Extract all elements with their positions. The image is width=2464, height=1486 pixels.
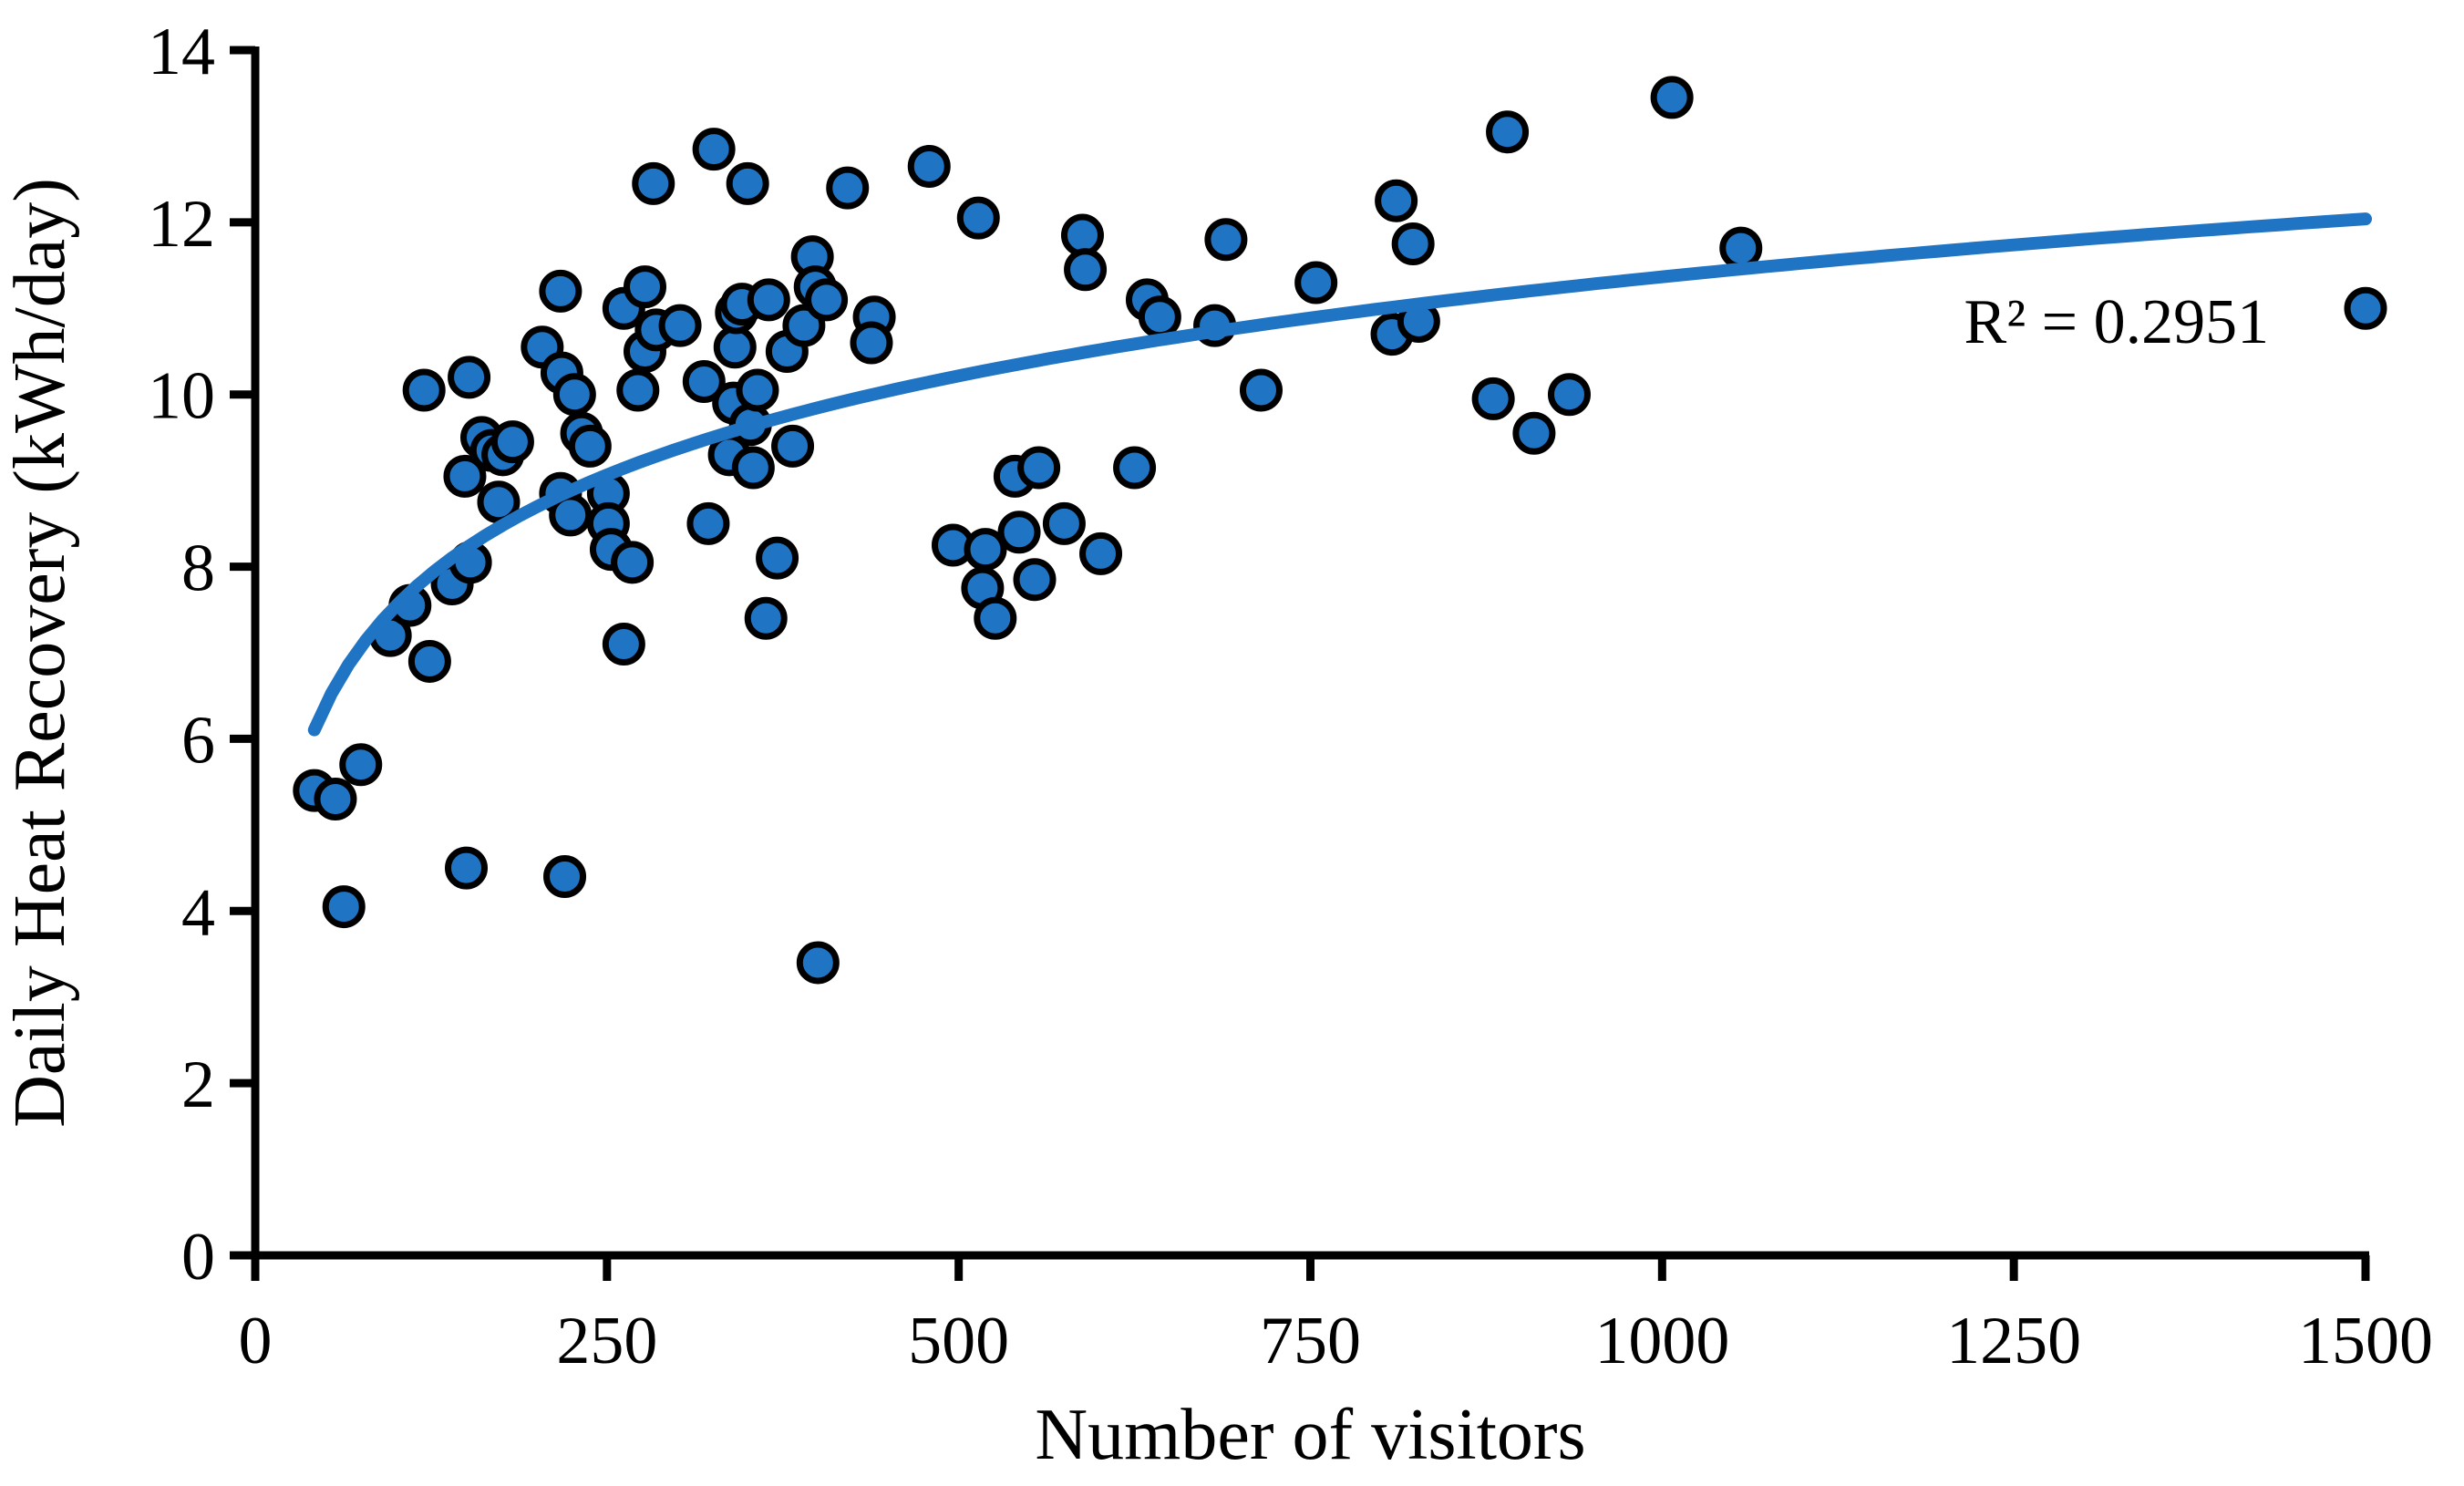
x-axis-label: Number of visitors xyxy=(1035,1395,1585,1475)
data-point xyxy=(1512,411,1556,455)
data-point xyxy=(1650,76,1694,119)
data-point xyxy=(611,541,655,584)
data-point xyxy=(686,501,730,545)
data-point xyxy=(956,196,1000,240)
data-point xyxy=(402,368,446,412)
data-point xyxy=(490,420,534,464)
data-point xyxy=(747,278,790,322)
x-tick-label: 1500 xyxy=(2298,1304,2433,1378)
r-squared-annotation: R² = 0.2951 xyxy=(1964,287,2270,357)
data-point xyxy=(1719,226,1763,270)
data-point xyxy=(826,166,870,210)
data-point xyxy=(2344,286,2387,330)
x-tick-label: 500 xyxy=(908,1304,1009,1378)
data-point xyxy=(448,356,491,399)
data-point xyxy=(568,424,612,468)
y-tick-label: 2 xyxy=(181,1047,215,1122)
data-point xyxy=(771,424,815,468)
data-point xyxy=(974,596,1017,640)
data-point xyxy=(1013,558,1057,602)
data-point xyxy=(997,511,1041,554)
data-point xyxy=(339,743,383,787)
data-point xyxy=(632,161,675,205)
data-point xyxy=(1294,261,1338,304)
y-axis-label: Daily Heat Recovery (kWh/day) xyxy=(0,178,80,1128)
y-tick-label: 6 xyxy=(181,703,215,778)
data-point xyxy=(314,778,357,821)
data-point xyxy=(1079,531,1123,575)
data-point xyxy=(907,144,951,188)
data-point xyxy=(552,373,596,417)
data-point xyxy=(658,304,702,347)
x-tick-label: 250 xyxy=(556,1304,657,1378)
logarithmic-trendline xyxy=(307,212,2372,737)
trend-line xyxy=(307,212,2372,737)
data-point xyxy=(1471,377,1515,420)
data-point xyxy=(543,855,587,899)
data-point xyxy=(731,446,775,490)
data-point xyxy=(443,454,487,498)
data-point xyxy=(1375,179,1418,222)
data-point xyxy=(602,623,645,666)
x-tick-label: 1250 xyxy=(1946,1304,2081,1378)
data-point xyxy=(726,161,769,205)
data-point xyxy=(445,846,488,890)
data-point xyxy=(1064,248,1108,292)
data-point xyxy=(1138,295,1181,339)
data-point xyxy=(322,885,366,929)
y-tick-label: 0 xyxy=(181,1220,215,1295)
data-point xyxy=(756,536,799,580)
data-point xyxy=(1017,446,1061,490)
data-point xyxy=(1486,110,1530,154)
data-point xyxy=(1042,501,1086,545)
tick-labels: 0 2 4 6 8 10 12 14 0 250 500 750 1000 1250 1500 xyxy=(148,15,2433,1378)
data-point xyxy=(796,941,840,985)
data-points xyxy=(293,76,2387,985)
data-point xyxy=(1113,446,1157,490)
data-point xyxy=(1060,213,1104,257)
data-point xyxy=(1547,373,1591,417)
data-point xyxy=(624,265,667,309)
data-point xyxy=(1204,218,1248,262)
data-point xyxy=(744,596,788,640)
x-tick-label: 750 xyxy=(1260,1304,1361,1378)
y-tick-label: 4 xyxy=(181,875,215,950)
data-point xyxy=(407,639,451,683)
data-point xyxy=(616,368,660,412)
data-point xyxy=(1239,368,1283,412)
y-tick-label: 10 xyxy=(148,359,215,434)
data-point xyxy=(713,325,757,369)
axes xyxy=(230,46,2370,1281)
data-point xyxy=(692,128,736,171)
data-point xyxy=(805,278,849,322)
y-tick-label: 8 xyxy=(181,531,215,606)
data-point xyxy=(682,360,726,404)
data-point xyxy=(1391,222,1435,265)
data-point xyxy=(964,528,1007,572)
x-tick-label: 0 xyxy=(239,1304,273,1378)
data-point xyxy=(736,368,779,412)
y-tick-label: 14 xyxy=(148,15,215,89)
x-tick-label: 1000 xyxy=(1594,1304,1729,1378)
data-point xyxy=(539,269,582,313)
y-tick-label: 12 xyxy=(148,187,215,262)
data-point xyxy=(850,321,893,365)
